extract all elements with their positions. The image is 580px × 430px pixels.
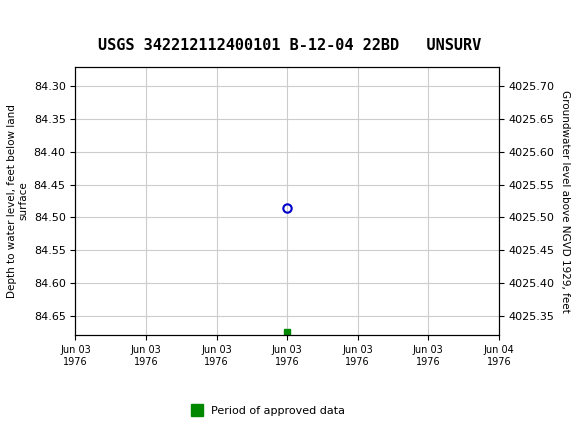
Legend: Period of approved data: Period of approved data [184,401,349,420]
Y-axis label: Groundwater level above NGVD 1929, feet: Groundwater level above NGVD 1929, feet [560,89,570,313]
Y-axis label: Depth to water level, feet below land
surface: Depth to water level, feet below land su… [6,104,28,298]
Text: USGS 342212112400101 B-12-04 22BD   UNSURV: USGS 342212112400101 B-12-04 22BD UNSURV [99,38,481,53]
Text: ╳USGS: ╳USGS [12,10,75,35]
